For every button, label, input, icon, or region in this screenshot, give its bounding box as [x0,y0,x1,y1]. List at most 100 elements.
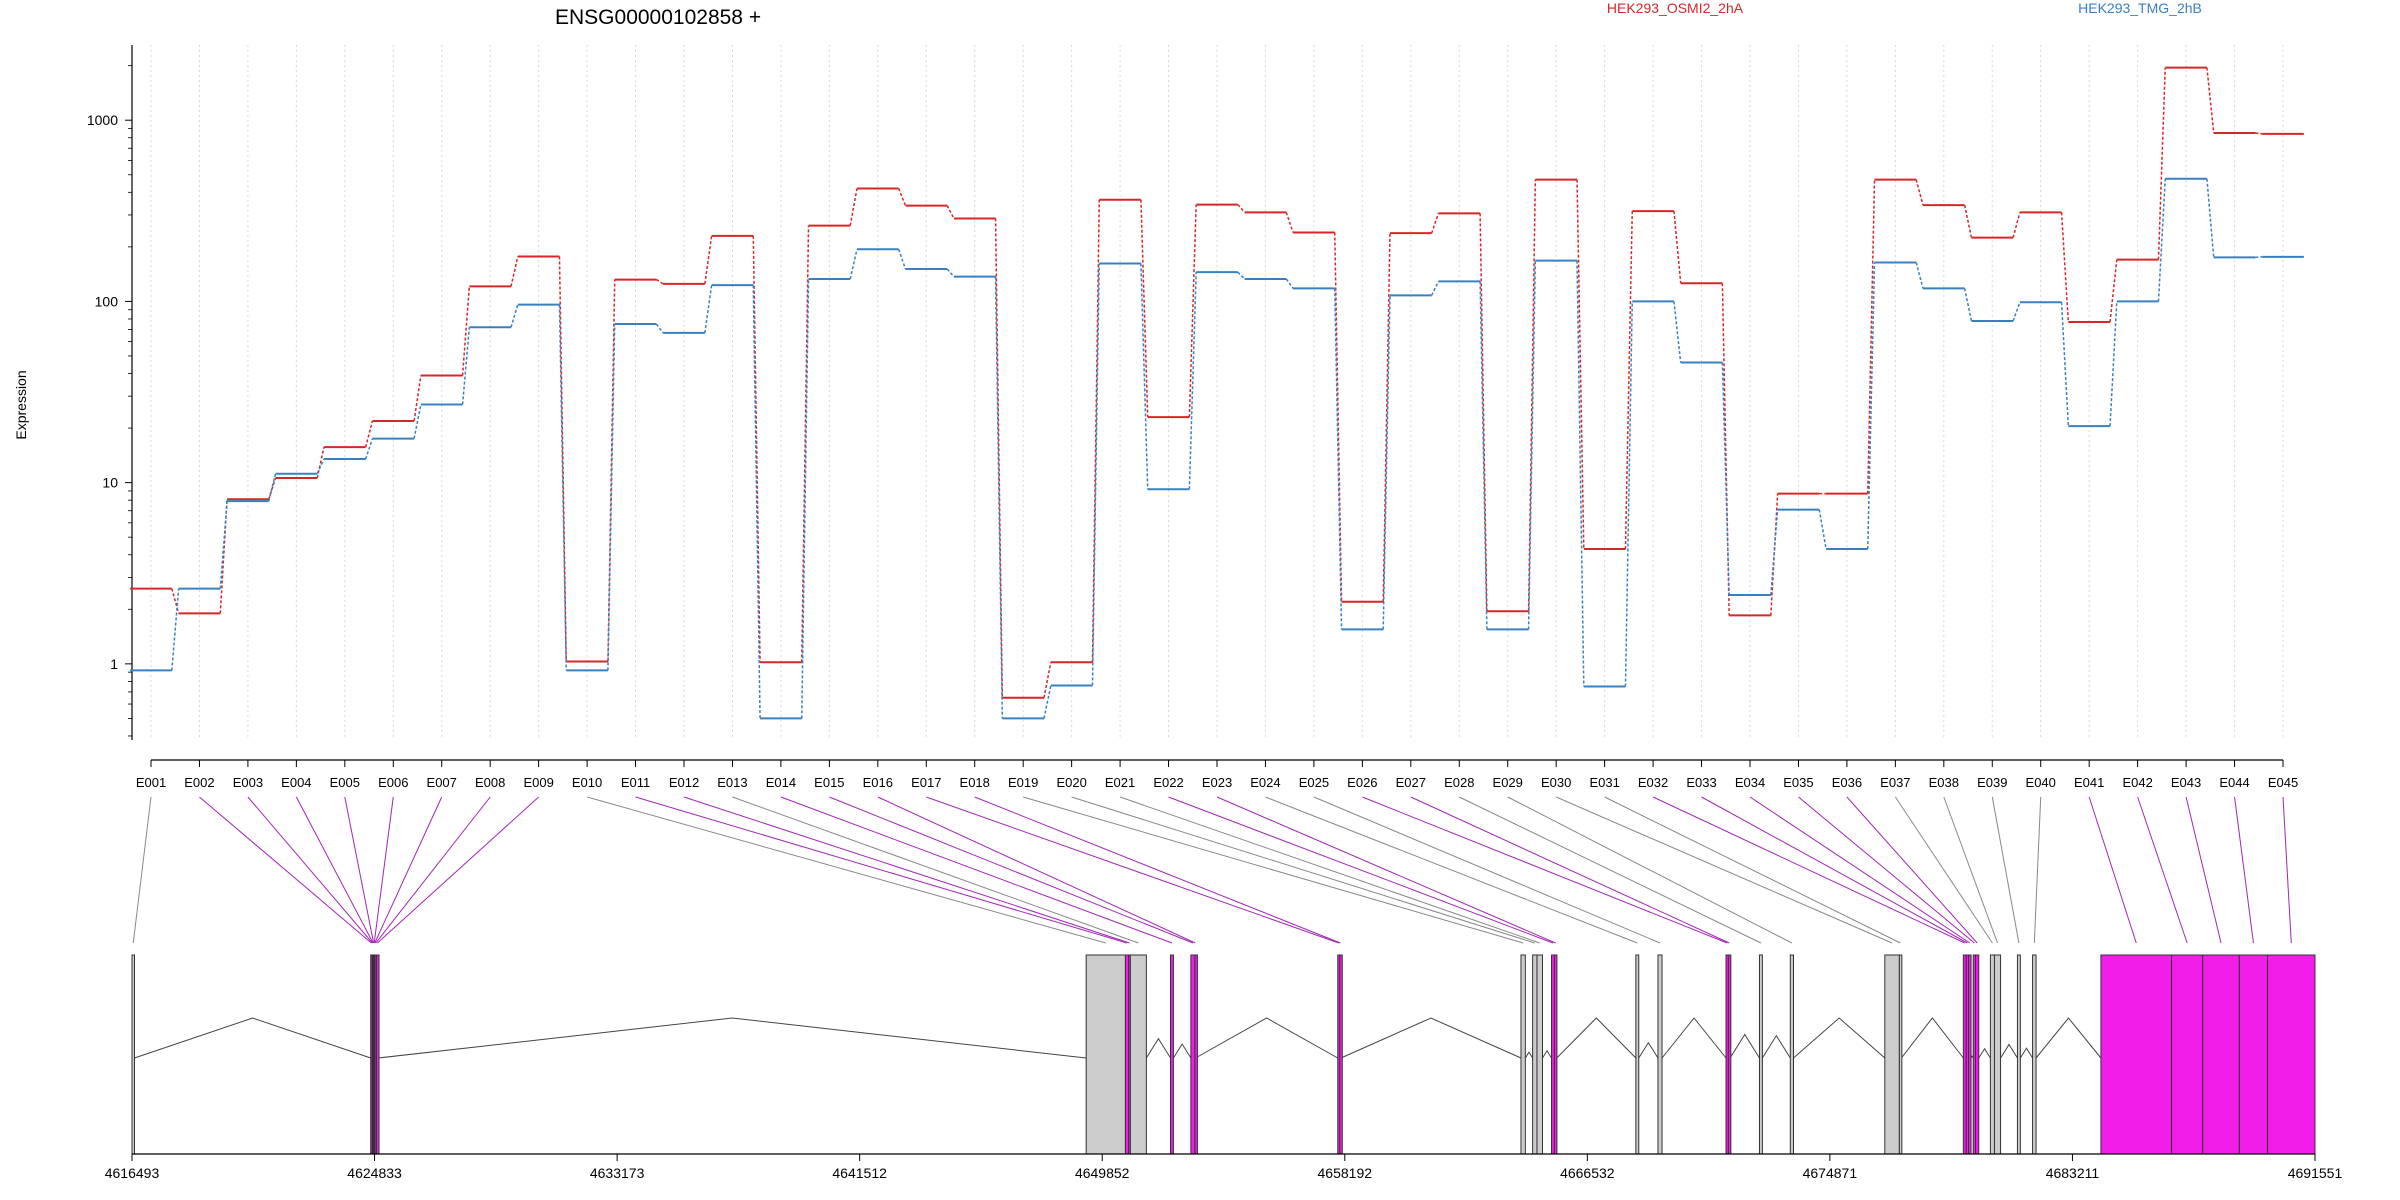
series-connector [364,438,374,460]
series-connector [704,285,713,334]
exon-connector [1313,796,1661,944]
exon-connector [2088,796,2137,944]
exon-box [1727,954,1732,1155]
exon-connector [374,796,443,944]
exon-label: E043 [2171,775,2201,790]
exon-connector [829,796,1194,944]
exon-box [2267,954,2316,1155]
exon-label: E013 [717,775,747,790]
exon-label: E045 [2268,775,2298,790]
series-connector [946,205,955,219]
series-connector [1091,263,1101,686]
series-connector [558,304,568,671]
series-connector [1963,288,1973,322]
series-connector [2060,302,2070,427]
series-connector [1624,301,1634,687]
series-connector [994,276,1004,719]
genomic-tick-label: 4683211 [2046,1165,2100,1181]
exon-label: E011 [621,775,650,790]
intron-line [1340,1017,1522,1059]
exon-connector [1507,796,1793,944]
series-connector [1043,685,1052,719]
series-connector [510,304,519,328]
exon-connector [2033,796,2042,944]
series-2 [130,177,2304,720]
exon-connector [732,796,1139,944]
y-tick-label: 100 [95,293,119,309]
exon-label: E021 [1105,775,1135,790]
exon-label: E018 [960,775,990,790]
exon-label: E032 [1638,775,1668,790]
series-connector [1479,281,1488,630]
exon-box [1194,954,1198,1155]
vertical-gridlines [150,45,2284,740]
exon-label: E037 [1880,775,1910,790]
legend-entry-osmi2: HEK293_OSMI2_2hA [1607,0,1744,16]
genomic-tick-label: 4633173 [590,1165,645,1181]
exon-connector [974,796,1341,944]
exon-box [1190,954,1196,1155]
intron-line [2019,1047,2033,1059]
exon-box [1789,954,1794,1155]
exon-label: E012 [669,775,699,790]
series-connector [558,256,568,662]
exon-box [1129,954,1147,1155]
genomic-tick-label: 4624833 [347,1165,402,1181]
exon-connector [373,796,394,944]
exon-label: E036 [1832,775,1862,790]
exon-box [1170,954,1174,1155]
series-connector [1188,204,1197,418]
exon-label: E001 [136,775,166,790]
exon-label: E044 [2219,775,2249,790]
intron-line [1172,1043,1192,1059]
intron-line [1638,1041,1659,1059]
exon-axis: E001 E002 E003 E004 E005 E006 E007 E008 E009 E010… [136,759,2298,790]
exon-connector [683,796,1130,944]
exon-connector [1943,796,1998,944]
exon-label: E022 [1153,775,1183,790]
series-connector [1285,212,1294,233]
exon-connector [2282,796,2292,944]
exon-connector [375,796,491,944]
exon-box [1339,954,1343,1155]
intron-line [1978,1047,1991,1059]
genomic-tick-label: 4666532 [1560,1165,1615,1181]
exon-connector [377,796,539,944]
y-tick-label: 10 [102,475,118,491]
exon-label: E002 [184,775,214,790]
exon-box [2238,954,2269,1155]
series-connector [1915,179,1924,206]
exon-box [1532,954,1538,1155]
exon-connector [1701,796,1968,944]
exon-label: E030 [1541,775,1571,790]
series-connector [1140,199,1149,418]
exon-connector [1555,796,1893,944]
series-connector [1140,263,1149,490]
exon-label: E040 [2026,775,2056,790]
exon-label: E042 [2122,775,2152,790]
exon-label: E004 [281,775,311,790]
intron-line [1524,1051,1534,1059]
gene-model [131,954,2316,1155]
exon-label: E024 [1250,775,1280,790]
series-connector [1721,283,1730,616]
exon-connector [780,796,1173,944]
exon-connector [247,796,373,944]
series-connector [1866,179,1876,494]
genomic-tick-label: 4649852 [1075,1165,1130,1181]
exon-box [1536,954,1543,1155]
series-connector [413,375,422,422]
series-connector [1963,204,1973,238]
series-connector [316,458,325,475]
series-connector [2157,178,2167,302]
series-connector [800,225,810,663]
series-connector [849,188,858,226]
intron-line [1793,1017,1886,1059]
series-connector [1430,213,1440,234]
genomic-axis: 4616493 4624833 4633173 4641512 4649852 46581… [105,1153,2342,1181]
exon-box [2100,954,2173,1155]
exon-label: E027 [1396,775,1426,790]
exon-connector [1216,796,1556,944]
series-connector [1430,281,1440,296]
